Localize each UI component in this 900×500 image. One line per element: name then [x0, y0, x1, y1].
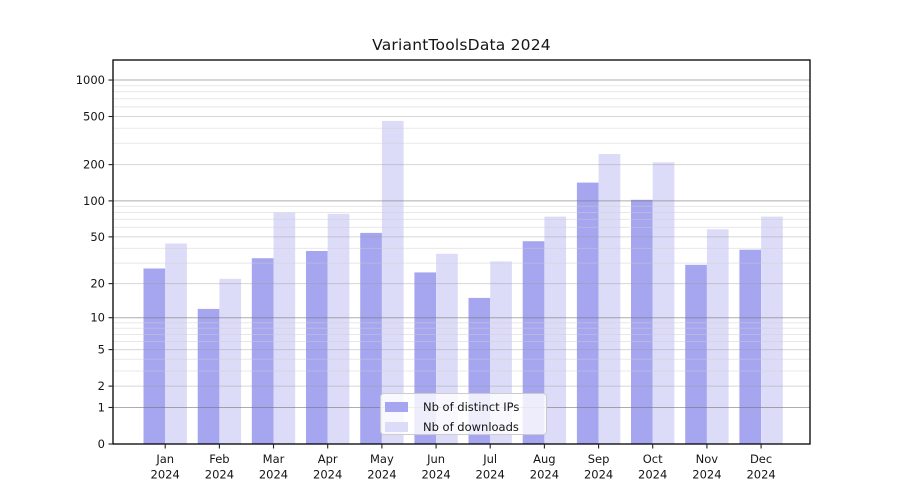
y-tick-label-50: 50 [90, 230, 105, 244]
legend-swatch-downloads [385, 421, 408, 433]
bar-nb-of-distinct-ips-jan-2024 [143, 268, 166, 444]
bar-nb-of-downloads-oct-2024 [652, 162, 675, 445]
bar-nb-of-downloads-dec-2024 [761, 216, 783, 444]
bar-nb-of-distinct-ips-oct-2024 [631, 199, 653, 444]
x-tick-label-oct-2024: Oct 2024 [638, 452, 667, 482]
y-tick-label-500: 500 [83, 110, 105, 124]
bar-nb-of-downloads-apr-2024 [327, 213, 350, 444]
legend-swatch-distinct-ips [385, 401, 408, 413]
x-tick-label-dec-2024: Dec 2024 [746, 452, 775, 482]
y-tick-label-1: 1 [98, 401, 105, 415]
bar-nb-of-downloads-mar-2024 [273, 212, 296, 444]
y-axis: 0 1 2 5 10 20 50 100 200 500 1000 [76, 73, 113, 451]
x-axis: Jan 2024 Feb 2024 Mar 2024 Apr 2024 May 2024 Jun 20… [151, 444, 776, 482]
x-tick-label-jan-2024: Jan 2024 [151, 452, 180, 482]
bar-nb-of-downloads-aug-2024 [544, 216, 567, 444]
gridlines-group [113, 79, 810, 408]
bar-nb-of-distinct-ips-apr-2024 [306, 251, 328, 444]
x-tick-label-mar-2024: Mar 2024 [259, 452, 288, 482]
bar-nb-of-distinct-ips-sep-2024 [576, 182, 599, 444]
legend: Nb of distinct IPs Nb of downloads [380, 393, 547, 435]
x-tick-label-may-2024: May 2024 [367, 452, 396, 482]
plot-border [112, 59, 811, 445]
bar-nb-of-downloads-feb-2024 [219, 278, 242, 444]
y-tick-label-0: 0 [98, 437, 105, 451]
bar-nb-of-distinct-ips-mar-2024 [251, 258, 274, 444]
x-tick-label-jun-2024: Jun 2024 [421, 452, 450, 482]
y-tick-label-100: 100 [83, 194, 105, 208]
bar-nb-of-distinct-ips-nov-2024 [685, 264, 707, 444]
bar-nb-of-distinct-ips-dec-2024 [739, 249, 762, 444]
y-tick-label-200: 200 [83, 158, 105, 172]
legend-label-distinct-ips: Nb of distinct IPs [423, 400, 520, 414]
y-tick-label-20: 20 [90, 277, 105, 291]
bar-nb-of-distinct-ips-may-2024 [360, 232, 382, 444]
chart-title: VariantToolsData 2024 [372, 36, 551, 54]
x-tick-label-nov-2024: Nov 2024 [692, 452, 721, 482]
bar-nb-of-downloads-sep-2024 [598, 154, 621, 444]
y-tick-label-1000: 1000 [76, 73, 105, 87]
legend-item-downloads: Nb of downloads [385, 419, 546, 435]
x-tick-label-apr-2024: Apr 2024 [313, 452, 342, 482]
y-tick-label-5: 5 [98, 343, 105, 357]
bar-nb-of-downloads-may-2024 [381, 120, 404, 445]
bar-nb-of-downloads-nov-2024 [706, 229, 729, 444]
bar-nb-of-distinct-ips-feb-2024 [197, 308, 220, 444]
bar-nb-of-downloads-jan-2024 [165, 243, 187, 444]
legend-item-distinct-ips: Nb of distinct IPs [385, 399, 546, 415]
x-tick-label-jul-2024: Jul 2024 [476, 452, 505, 482]
x-tick-label-aug-2024: Aug 2024 [530, 452, 559, 482]
x-tick-label-feb-2024: Feb 2024 [205, 452, 234, 482]
x-tick-label-sep-2024: Sep 2024 [584, 452, 613, 482]
y-tick-label-2: 2 [98, 379, 105, 393]
y-tick-label-10: 10 [90, 311, 105, 325]
legend-label-downloads: Nb of downloads [423, 420, 519, 434]
